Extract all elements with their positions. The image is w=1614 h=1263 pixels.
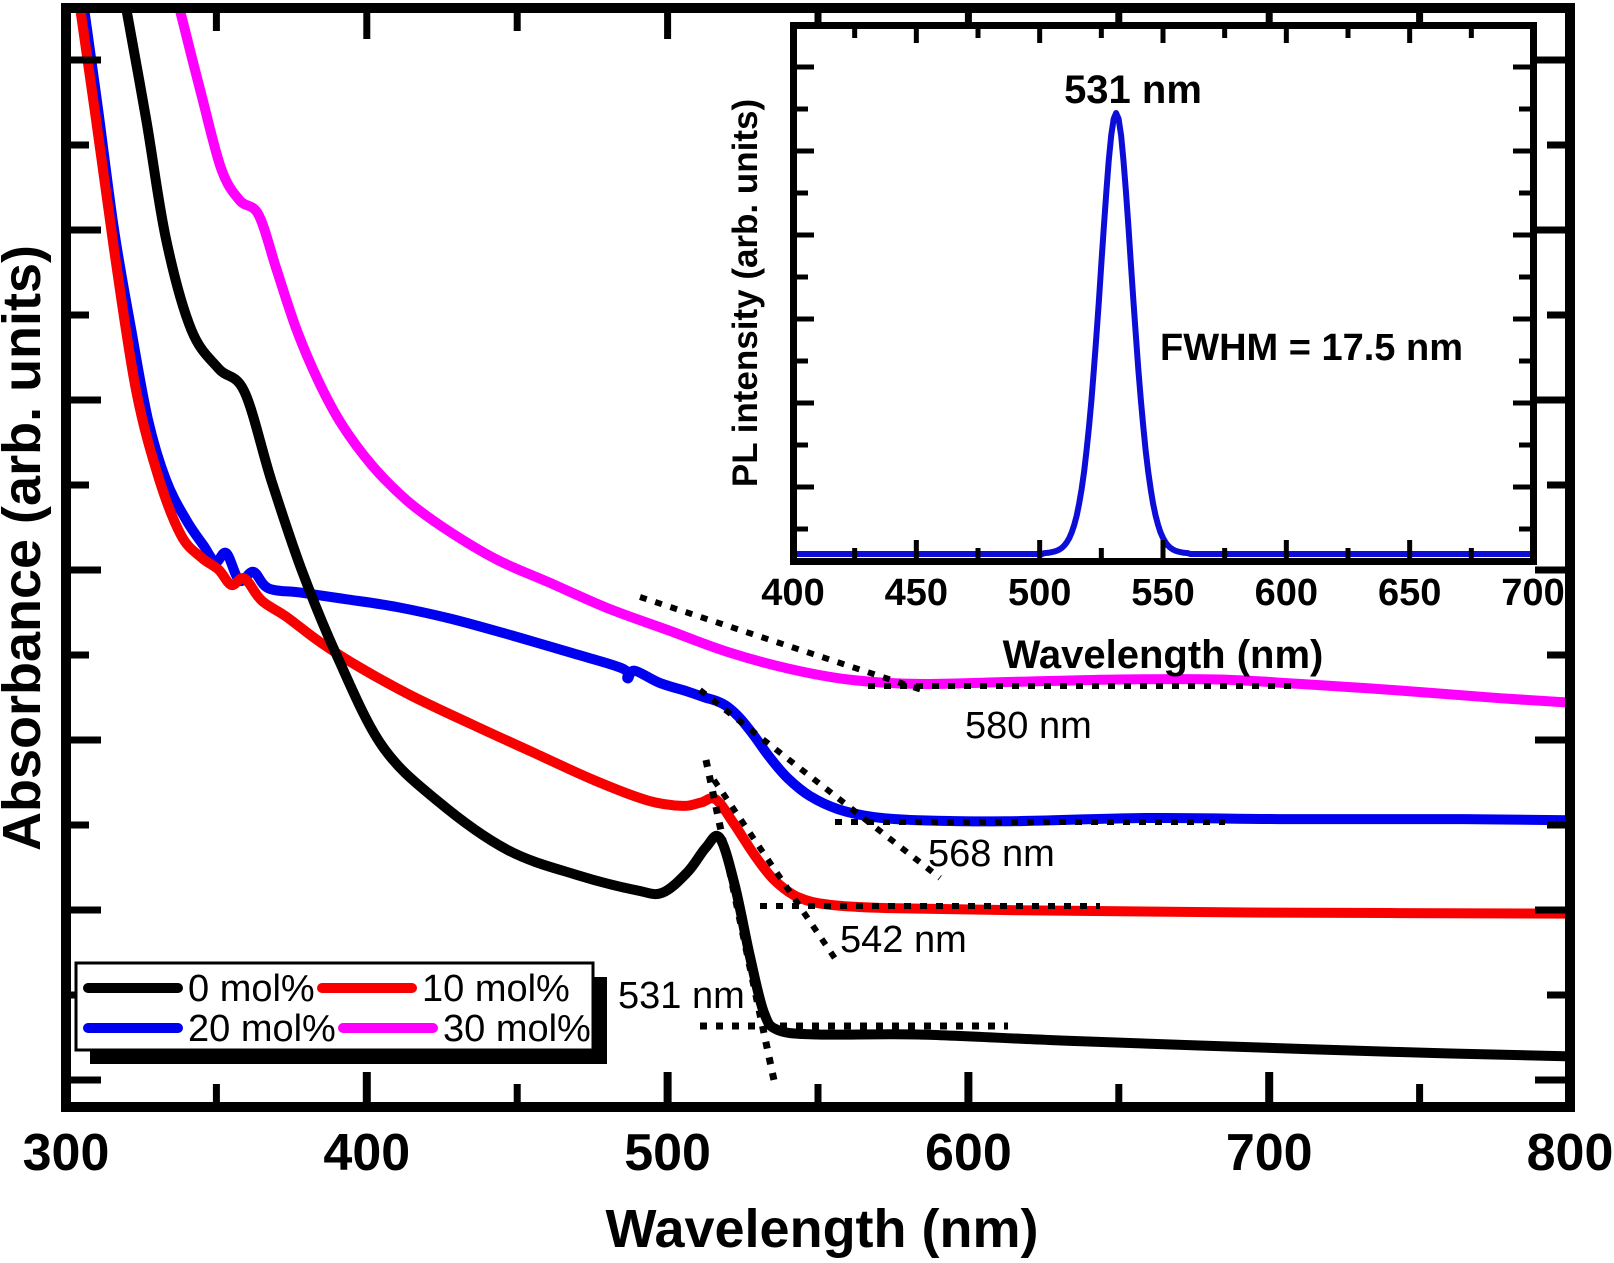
inset-y-axis-label: PL intensity (arb. units)	[726, 99, 765, 487]
tangent-dotted-542	[711, 778, 839, 962]
annotation-568nm: 568 nm	[928, 833, 1055, 875]
tangent-dotted-531	[702, 759, 779, 1086]
band-edge-tangent-lines	[639, 594, 1292, 1086]
inset-x-tick-label-700: 700	[1501, 572, 1564, 614]
legend-label-0mol: 0 mol%	[188, 968, 315, 1010]
x-tick-label-600: 600	[925, 1124, 1012, 1182]
inset-top-spine	[790, 22, 1537, 29]
inset-x-tick-labels: 400 450 500 550 600 650 700	[761, 572, 1564, 614]
annotation-542nm: 542 nm	[840, 919, 967, 961]
inset-bottom-spine	[790, 558, 1537, 565]
curve-0mol	[121, 3, 1575, 1062]
annotation-580nm: 580 nm	[965, 705, 1092, 747]
axis-right-spine	[1565, 3, 1575, 1112]
annotation-531nm: 531 nm	[618, 975, 745, 1017]
main-x-axis-label: Wavelength (nm)	[605, 1199, 1038, 1259]
curve-30mol	[174, 3, 1575, 708]
main-y-axis-label: Absorbance (arb. units)	[0, 245, 52, 851]
axis-left-spine	[61, 3, 71, 1112]
tangent-dotted-580	[639, 594, 929, 695]
inset-pl-plot: 400 450 500 550 600 650 700 Wavelength (nm) PL…	[726, 22, 1565, 677]
inset-x-tick-label-450: 450	[885, 572, 948, 614]
x-tick-label-700: 700	[1226, 1124, 1313, 1182]
inset-right-spine	[1530, 22, 1537, 565]
legend-label-20mol: 20 mol%	[188, 1008, 336, 1050]
main-x-tick-labels: 300 400 500 600 700 800	[23, 1124, 1614, 1182]
inset-axes-layer	[790, 22, 1537, 565]
inset-background	[793, 25, 1533, 562]
x-tick-label-400: 400	[323, 1124, 410, 1182]
axis-bottom-spine	[61, 1102, 1575, 1112]
inset-peak-label: 531 nm	[1064, 68, 1202, 112]
inset-x-axis-label: Wavelength (nm)	[1003, 633, 1324, 677]
inset-x-tick-label-650: 650	[1378, 572, 1441, 614]
legend-label-30mol: 30 mol%	[443, 1008, 591, 1050]
legend-label-10mol: 10 mol%	[422, 968, 570, 1010]
inset-fwhm-label: FWHM = 17.5 nm	[1160, 327, 1463, 369]
x-tick-label-500: 500	[624, 1124, 711, 1182]
tangent-dotted-568	[698, 687, 942, 881]
inset-x-tick-label-550: 550	[1131, 572, 1194, 614]
inset-x-tick-label-600: 600	[1255, 572, 1318, 614]
legend: 0 mol% 10 mol% 20 mol% 30 mol%	[74, 961, 607, 1064]
inset-x-tick-label-400: 400	[761, 572, 824, 614]
x-tick-label-300: 300	[23, 1124, 110, 1182]
x-tick-label-800: 800	[1527, 1124, 1614, 1182]
inset-x-tick-label-500: 500	[1008, 572, 1071, 614]
axis-top-spine	[61, 3, 1575, 13]
legend-box	[74, 961, 595, 1052]
inset-left-spine	[790, 22, 797, 565]
